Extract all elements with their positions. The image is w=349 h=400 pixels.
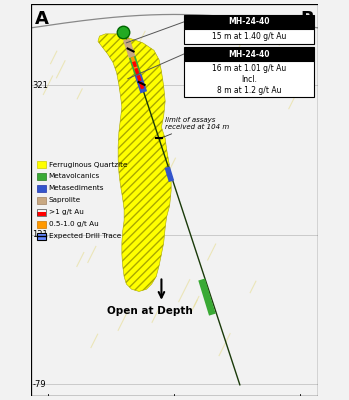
Text: -79: -79: [32, 380, 46, 388]
Text: Open at Depth: Open at Depth: [107, 306, 193, 316]
Text: Incl.: Incl.: [241, 75, 257, 84]
FancyBboxPatch shape: [184, 47, 314, 61]
Text: 121: 121: [32, 230, 48, 239]
Text: Saprolite: Saprolite: [49, 197, 81, 203]
Text: Expected Drill Trace: Expected Drill Trace: [49, 233, 121, 239]
Bar: [37, 233, 46, 240]
Bar: [37, 173, 46, 180]
Bar: [37, 209, 46, 216]
Text: 321: 321: [32, 81, 48, 90]
Text: 16 m at 1.01 g/t Au: 16 m at 1.01 g/t Au: [212, 64, 286, 73]
Text: Ferruginous Quartzite: Ferruginous Quartzite: [49, 162, 127, 168]
FancyBboxPatch shape: [184, 15, 314, 29]
Text: 8 m at 1.2 g/t Au: 8 m at 1.2 g/t Au: [217, 86, 281, 95]
Bar: [37, 197, 46, 204]
Text: Metavolcanics: Metavolcanics: [49, 174, 100, 180]
Bar: [37, 221, 46, 228]
FancyBboxPatch shape: [184, 61, 314, 96]
FancyBboxPatch shape: [184, 29, 314, 44]
Bar: [37, 185, 46, 192]
Text: 0.5-1.0 g/t Au: 0.5-1.0 g/t Au: [49, 221, 98, 227]
Text: Metasediments: Metasediments: [49, 186, 104, 192]
Text: A: A: [35, 10, 49, 28]
Text: MH-24-40: MH-24-40: [228, 18, 270, 26]
Text: 15 m at 1.40 g/t Au: 15 m at 1.40 g/t Au: [212, 32, 286, 41]
Text: B: B: [301, 10, 314, 28]
Polygon shape: [98, 34, 171, 292]
Text: limit of assays
received at 104 m: limit of assays received at 104 m: [164, 117, 229, 137]
Bar: [37, 212, 46, 216]
Bar: [37, 161, 46, 168]
Text: >1 g/t Au: >1 g/t Au: [49, 209, 83, 215]
Text: MH-24-40: MH-24-40: [228, 50, 270, 58]
